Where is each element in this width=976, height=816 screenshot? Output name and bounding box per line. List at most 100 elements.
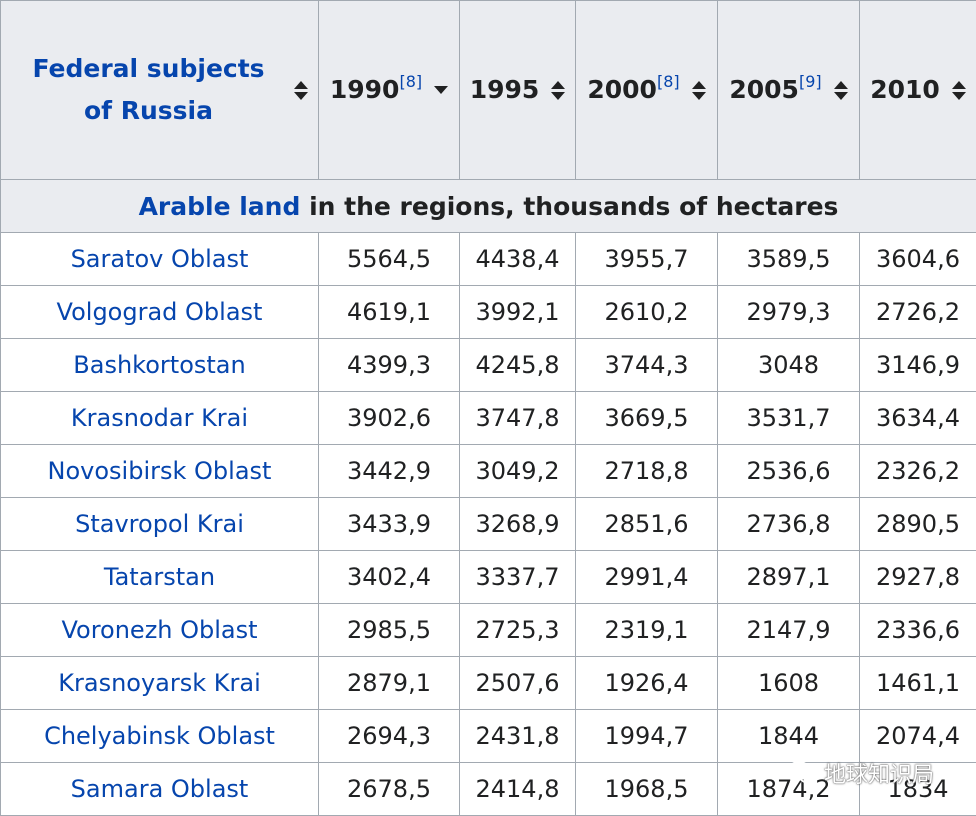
value-cell: 2725,3	[459, 603, 576, 657]
region-link[interactable]: Bashkortostan	[0, 338, 319, 392]
sort-icon[interactable]	[691, 77, 706, 103]
value-cell: 2879,1	[318, 656, 460, 710]
region-link[interactable]: Volgograd Oblast	[0, 285, 319, 339]
value-cell: 1834	[859, 762, 976, 816]
table-row: Krasnoyarsk Krai 2879,1 2507,6 1926,4 1608 14…	[0, 656, 976, 710]
value-cell: 2718,8	[575, 444, 718, 498]
table-row: Chelyabinsk Oblast 2694,3 2431,8 1994,7 1844…	[0, 709, 976, 763]
value-cell: 1994,7	[575, 709, 718, 763]
value-cell: 2897,1	[717, 550, 860, 604]
header-label-text: 1990	[329, 75, 400, 104]
value-cell: 1608	[717, 656, 860, 710]
value-cell: 1926,4	[575, 656, 718, 710]
region-link[interactable]: Stavropol Krai	[0, 497, 319, 551]
table-row: Voronezh Oblast 2985,5 2725,3 2319,1 2147,9 2…	[0, 603, 976, 657]
region-link[interactable]: Krasnoyarsk Krai	[0, 656, 319, 710]
header-label-text[interactable]: Federal subjects of Russia	[32, 54, 265, 125]
header-label: Federal subjects of Russia	[15, 48, 282, 132]
value-cell: 3402,4	[318, 550, 460, 604]
header-year-3[interactable]: 2000[8]	[575, 0, 718, 180]
value-cell: 3531,7	[717, 391, 860, 445]
value-cell: 1874,2	[717, 762, 860, 816]
table-row: Krasnodar Krai 3902,6 3747,8 3669,5 3531,7 36…	[0, 391, 976, 445]
value-cell: 5564,5	[318, 232, 460, 286]
value-cell: 3589,5	[717, 232, 860, 286]
table-row: Samara Oblast 2678,5 2414,8 1968,5 1874,2 183…	[0, 762, 976, 816]
value-cell: 3955,7	[575, 232, 718, 286]
value-cell: 2927,8	[859, 550, 976, 604]
value-cell: 4245,8	[459, 338, 576, 392]
value-cell: 2991,4	[575, 550, 718, 604]
value-cell: 3604,6	[859, 232, 976, 286]
value-cell: 2536,6	[717, 444, 860, 498]
header-label: 1995	[470, 69, 540, 111]
table-row: Bashkortostan 4399,3 4245,8 3744,3 3048 3146,…	[0, 338, 976, 392]
value-cell: 3744,3	[575, 338, 718, 392]
table-row: Novosibirsk Oblast 3442,9 3049,2 2718,8 2536…	[0, 444, 976, 498]
value-cell: 2336,6	[859, 603, 976, 657]
table-caption: Arable land in the regions, thousands of…	[0, 179, 976, 233]
header-label: 2005[9]	[729, 69, 821, 111]
value-cell: 3433,9	[318, 497, 460, 551]
arable-land-link[interactable]: Arable land	[138, 191, 301, 221]
value-cell: 3902,6	[318, 391, 460, 445]
sort-icon[interactable]	[951, 77, 966, 103]
value-cell: 2851,6	[575, 497, 718, 551]
value-cell: 2890,5	[859, 497, 976, 551]
wechat-icon	[788, 761, 818, 784]
reference-link[interactable]: [8]	[399, 72, 423, 91]
value-cell: 3992,1	[459, 285, 576, 339]
header-label-text: 2000	[587, 75, 657, 104]
value-cell: 2694,3	[318, 709, 460, 763]
value-cell: 2610,2	[575, 285, 718, 339]
value-cell: 3049,2	[459, 444, 576, 498]
region-link[interactable]: Saratov Oblast	[0, 232, 319, 286]
value-cell: 1461,1	[859, 656, 976, 710]
header-region[interactable]: Federal subjects of Russia	[0, 0, 319, 180]
value-cell: 4438,4	[459, 232, 576, 286]
value-cell: 3268,9	[459, 497, 576, 551]
region-link[interactable]: Voronezh Oblast	[0, 603, 319, 657]
value-cell: 2678,5	[318, 762, 460, 816]
value-cell: 2507,6	[459, 656, 576, 710]
sort-icon[interactable]	[551, 77, 566, 103]
sort-descending-icon[interactable]	[434, 77, 449, 103]
header-year-4[interactable]: 2005[9]	[717, 0, 860, 180]
sort-icon[interactable]	[294, 77, 308, 103]
region-link[interactable]: Novosibirsk Oblast	[0, 444, 319, 498]
value-cell: 2074,4	[859, 709, 976, 763]
value-cell: 2726,2	[859, 285, 976, 339]
header-label-text: 2010	[870, 75, 940, 104]
value-cell: 1968,5	[575, 762, 718, 816]
header-label-text: 1995	[469, 75, 540, 104]
header-label: 1990[8]	[330, 69, 422, 111]
table-row: Tatarstan 3402,4 3337,7 2991,4 2897,1 2927,8	[0, 550, 976, 604]
region-link[interactable]: Samara Oblast	[0, 762, 319, 816]
sort-icon[interactable]	[833, 77, 848, 103]
value-cell: 4619,1	[318, 285, 460, 339]
caption-rest: in the regions, thousands of hectares	[300, 191, 839, 221]
value-cell: 2319,1	[575, 603, 718, 657]
value-cell: 3146,9	[859, 338, 976, 392]
watermark-text: 地球知识局	[824, 763, 935, 788]
value-cell: 2979,3	[717, 285, 860, 339]
watermark: 地球知识局	[788, 757, 934, 789]
value-cell: 2326,2	[859, 444, 976, 498]
header-label: 2010	[870, 69, 940, 111]
value-cell: 3669,5	[575, 391, 718, 445]
table-row: Saratov Oblast 5564,5 4438,4 3955,7 3589,5 36…	[0, 232, 976, 286]
region-link[interactable]: Tatarstan	[0, 550, 319, 604]
header-year-2[interactable]: 1995	[459, 0, 576, 180]
value-cell: 2431,8	[459, 709, 576, 763]
header-year-5[interactable]: 2010	[859, 0, 976, 180]
region-link[interactable]: Krasnodar Krai	[0, 391, 319, 445]
value-cell: 4399,3	[318, 338, 460, 392]
value-cell: 2147,9	[717, 603, 860, 657]
region-link[interactable]: Chelyabinsk Oblast	[0, 709, 319, 763]
header-year-1[interactable]: 1990[8]	[318, 0, 460, 180]
value-cell: 2736,8	[717, 497, 860, 551]
value-cell: 1844	[717, 709, 860, 763]
reference-link[interactable]: [8]	[656, 72, 680, 91]
reference-link[interactable]: [9]	[798, 72, 822, 91]
